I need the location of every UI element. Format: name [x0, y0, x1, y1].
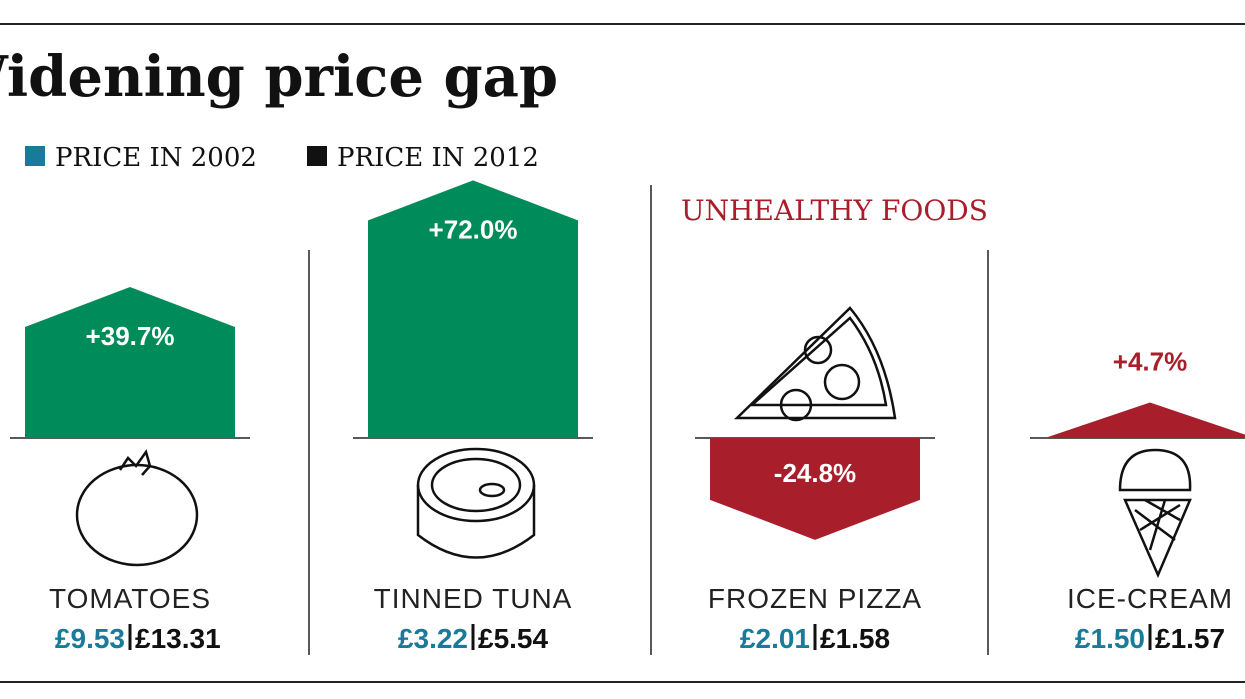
chart-title: Widening price gap — [0, 44, 558, 110]
category-label: TINNED TUNA — [374, 583, 573, 614]
ice-cream-icon — [1118, 448, 1192, 579]
value-label: +72.0% — [429, 214, 518, 244]
category-label: FROZEN PIZZA — [708, 583, 922, 614]
bar — [25, 286, 235, 438]
price-2012: £5.54 — [478, 623, 548, 654]
price-2002: £3.22 — [398, 623, 468, 654]
legend-label: PRICE IN 2002 — [55, 143, 257, 173]
can-mark — [460, 517, 494, 554]
price-2012: £1.57 — [1155, 623, 1225, 654]
value-label: -24.8% — [774, 458, 856, 488]
category-label: TOMATOES — [49, 583, 211, 614]
bar — [1045, 402, 1245, 438]
price-2002: £1.50 — [1075, 623, 1145, 654]
pizza-icon — [733, 306, 897, 422]
value-label: +39.7% — [86, 321, 175, 351]
tomato-icon — [75, 449, 199, 567]
legend-swatch — [25, 146, 45, 166]
price-2002: £9.53 — [55, 623, 125, 654]
legend-swatch — [307, 146, 327, 166]
category-label: ICE-CREAM — [1067, 583, 1233, 614]
price-2012: £13.31 — [135, 623, 221, 654]
value-label: +4.7% — [1113, 346, 1187, 376]
bar — [368, 180, 578, 438]
bar — [710, 438, 920, 540]
section-label: UNHEALTHY FOODS — [681, 194, 988, 227]
price-2002: £2.01 — [740, 623, 810, 654]
legend-label: PRICE IN 2012 — [337, 143, 539, 173]
tuna-icon — [416, 447, 536, 559]
price-2012: £1.58 — [820, 623, 890, 654]
